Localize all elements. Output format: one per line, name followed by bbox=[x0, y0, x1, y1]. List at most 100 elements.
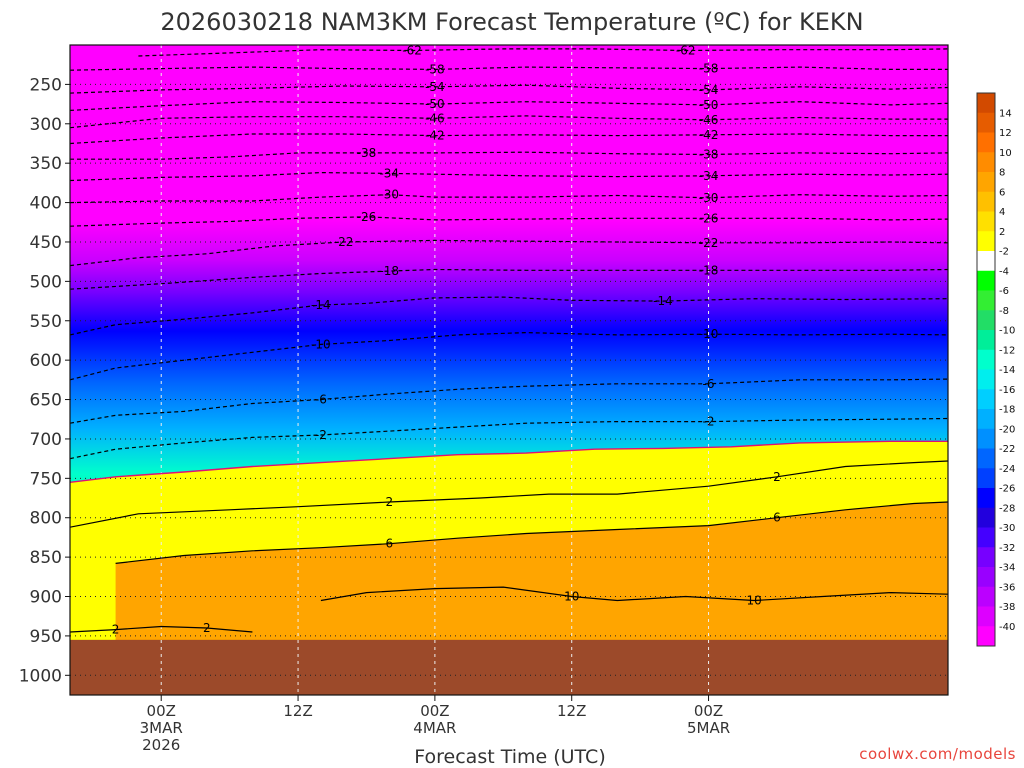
colorbar-swatch bbox=[977, 172, 995, 193]
contour-label: -46 bbox=[699, 113, 719, 127]
colorbar-swatch bbox=[977, 330, 995, 351]
contour-line bbox=[138, 48, 948, 57]
contour-label: -38 bbox=[699, 148, 719, 162]
contour-label: -54 bbox=[699, 83, 719, 97]
contour-line bbox=[70, 115, 948, 129]
colorbar-label: -38 bbox=[999, 602, 1015, 613]
colorbar-label: -36 bbox=[999, 582, 1015, 593]
x-tick-label: 00Z bbox=[420, 702, 449, 720]
contour-label: -62 bbox=[402, 44, 422, 58]
colorbar-swatch bbox=[977, 547, 995, 568]
contour-line bbox=[70, 216, 948, 227]
contour-label: 2 bbox=[112, 623, 120, 637]
colorbar-swatch bbox=[977, 507, 995, 528]
colorbar-swatch bbox=[977, 369, 995, 390]
colorbar-swatch bbox=[977, 606, 995, 627]
colorbar-label: -24 bbox=[999, 464, 1015, 475]
contour-label: -34 bbox=[379, 166, 399, 180]
colorbar-label: -26 bbox=[999, 484, 1015, 495]
x-tick-label: 2026 bbox=[142, 736, 180, 754]
x-tick-label: 00Z bbox=[694, 702, 723, 720]
contour-label: 6 bbox=[385, 537, 393, 551]
y-tick-label: 650 bbox=[30, 391, 62, 411]
colorbar-swatch bbox=[977, 93, 995, 114]
grid-lines bbox=[70, 45, 948, 695]
contour-line bbox=[70, 460, 948, 528]
y-axis: 250 300 350 400 450 500 550 600 650 700 750 800 850 9… bbox=[19, 75, 70, 686]
contour-label: -10 bbox=[311, 337, 331, 351]
contour-label: -2 bbox=[703, 415, 715, 429]
colorbar-swatch bbox=[977, 270, 995, 291]
x-tick-label: 12Z bbox=[557, 702, 586, 720]
credit-text: coolwx.com/models bbox=[859, 745, 1016, 763]
contour-label: -6 bbox=[703, 377, 715, 391]
colorbar-swatch bbox=[977, 112, 995, 133]
colorbar-swatch bbox=[977, 468, 995, 489]
colorbar-swatch bbox=[977, 527, 995, 548]
contour-label: 2 bbox=[773, 470, 781, 484]
contour-label: -30 bbox=[379, 188, 399, 202]
colorbar-swatch bbox=[977, 567, 995, 588]
contour-line bbox=[70, 417, 948, 460]
colorbar-label: -32 bbox=[999, 543, 1015, 554]
colorbar-swatch bbox=[977, 586, 995, 607]
colorbar-label: 2 bbox=[999, 227, 1005, 238]
colorbar-label: -2 bbox=[999, 247, 1009, 258]
colorbar-label: -6 bbox=[999, 286, 1009, 297]
x-tick-label: 00Z bbox=[147, 702, 176, 720]
contour-label: -58 bbox=[425, 62, 445, 76]
colorbar-label: -28 bbox=[999, 503, 1015, 514]
contour-line bbox=[115, 501, 948, 564]
x-axis-label: Forecast Time (UTC) bbox=[414, 746, 605, 768]
colorbar-swatch bbox=[977, 428, 995, 449]
y-tick-label: 450 bbox=[30, 233, 62, 253]
colorbar-swatch bbox=[977, 132, 995, 153]
colorbar-swatch bbox=[977, 488, 995, 509]
contour-label: -18 bbox=[379, 264, 399, 278]
colorbar-swatch bbox=[977, 389, 995, 410]
contour-lines: -62 -62-58 -58-54 -54-50 -50-46 -46-42 -42-38-… bbox=[70, 44, 948, 637]
contour-line bbox=[70, 296, 948, 336]
colorbar-label: -4 bbox=[999, 266, 1009, 277]
contour-label: -22 bbox=[334, 235, 354, 249]
plot-frame bbox=[69, 44, 949, 696]
contour-label: -54 bbox=[425, 80, 445, 94]
contour-label: -34 bbox=[699, 169, 719, 183]
chart-title: 2026030218 NAM3KM Forecast Temperature (… bbox=[160, 8, 863, 36]
colorbar-swatch bbox=[977, 310, 995, 331]
y-tick-label: 1000 bbox=[19, 666, 62, 686]
y-tick-label: 700 bbox=[30, 430, 62, 450]
colorbar-label: -8 bbox=[999, 306, 1009, 317]
colorbar-label: -30 bbox=[999, 523, 1015, 534]
colorbar-label: 10 bbox=[999, 148, 1012, 159]
x-tick-label: 3MAR bbox=[140, 719, 183, 737]
y-tick-label: 900 bbox=[30, 588, 62, 608]
contour-label: -42 bbox=[425, 129, 445, 143]
colorbar-label: -40 bbox=[999, 622, 1015, 633]
contour-label: -50 bbox=[699, 98, 719, 112]
colorbar-swatch bbox=[977, 349, 995, 370]
colorbar-frame bbox=[976, 92, 996, 647]
colorbar-swatch bbox=[977, 152, 995, 173]
colorbar-label: -12 bbox=[999, 345, 1015, 356]
contour-label: 2 bbox=[203, 621, 211, 635]
colorbar-swatch bbox=[977, 251, 995, 272]
contour-label: -50 bbox=[425, 97, 445, 111]
colorbar-swatch bbox=[977, 231, 995, 252]
colorbar-label: -10 bbox=[999, 326, 1015, 337]
contour-line bbox=[70, 151, 948, 160]
x-tick-label: 4MAR bbox=[413, 719, 456, 737]
contour-line bbox=[70, 378, 948, 424]
x-tick-label: 5MAR bbox=[687, 719, 730, 737]
contour-label: 10 bbox=[564, 590, 579, 604]
y-tick-label: 800 bbox=[30, 509, 62, 529]
contour-label: -42 bbox=[699, 128, 719, 142]
colorbar-swatch bbox=[977, 626, 995, 647]
colorbar-swatch bbox=[977, 211, 995, 232]
y-tick-label: 400 bbox=[30, 194, 62, 214]
colorbar-swatch bbox=[977, 448, 995, 469]
colorbar-swatch bbox=[977, 409, 995, 430]
colorbar-label: -14 bbox=[999, 365, 1015, 376]
y-tick-label: 250 bbox=[30, 75, 62, 95]
